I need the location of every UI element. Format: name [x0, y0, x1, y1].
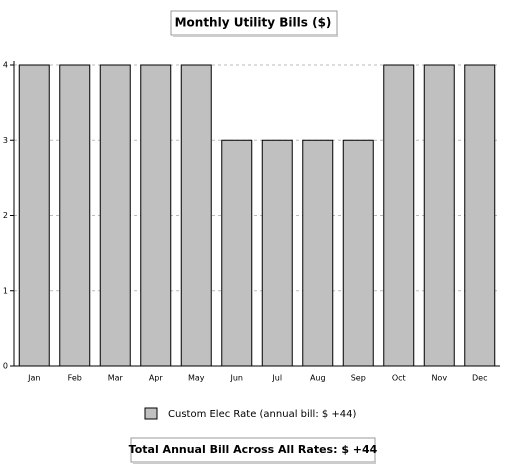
- chart-title: Monthly Utility Bills ($): [175, 16, 332, 30]
- y-tick-label: 1: [3, 286, 8, 295]
- legend-label: Custom Elec Rate (annual bill: $ +44): [168, 409, 357, 420]
- bar: [464, 64, 496, 367]
- x-tick-label: Mar: [108, 374, 124, 383]
- x-tick-label: Aug: [310, 374, 326, 383]
- y-tick-label: 2: [3, 211, 8, 220]
- footer-text: Total Annual Bill Across All Rates: $ +4…: [129, 443, 378, 456]
- y-tick-label: 3: [3, 136, 8, 145]
- x-tick-label: Feb: [68, 374, 82, 383]
- bar: [423, 64, 455, 367]
- bar: [99, 64, 131, 367]
- x-tick-label: May: [188, 374, 205, 383]
- bar: [140, 64, 172, 367]
- title-box: [170, 10, 338, 36]
- bar: [302, 139, 334, 367]
- bar: [261, 139, 293, 367]
- bar: [221, 139, 253, 367]
- x-tick-label: Oct: [392, 374, 406, 383]
- x-tick-label: Jan: [27, 374, 40, 383]
- y-tick-label: 4: [3, 61, 8, 70]
- x-tick-label: Nov: [431, 374, 447, 383]
- bar: [18, 64, 50, 367]
- bar: [342, 139, 374, 367]
- bar: [180, 64, 212, 367]
- x-tick-label: Dec: [472, 374, 487, 383]
- bar: [383, 64, 415, 367]
- y-tick-label: 0: [3, 362, 8, 371]
- x-tick-label: Jun: [230, 374, 244, 383]
- x-tick-label: Jul: [271, 374, 282, 383]
- legend-swatch: [144, 407, 158, 420]
- x-tick-label: Sep: [351, 374, 366, 383]
- plot-area: 0 1 2 3 4 Jan Feb Mar Apr May Jun Jul Aug Sep Oct Nov De…: [3, 61, 500, 420]
- bar: [59, 64, 91, 367]
- x-tick-label: Apr: [149, 374, 164, 383]
